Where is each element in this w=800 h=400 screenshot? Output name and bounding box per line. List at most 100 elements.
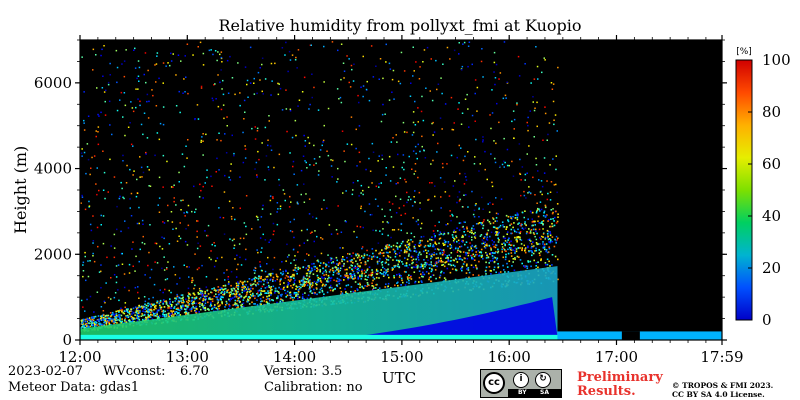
noise-point bbox=[499, 165, 501, 167]
noise-point bbox=[509, 248, 512, 251]
noise-point bbox=[406, 232, 408, 234]
speckle-point bbox=[344, 268, 346, 271]
noise-point bbox=[534, 194, 536, 196]
speckle-point bbox=[373, 255, 375, 258]
speckle-point bbox=[535, 249, 538, 252]
speckle-point bbox=[180, 294, 183, 296]
speckle-point bbox=[126, 310, 129, 312]
noise-point bbox=[512, 175, 515, 177]
noise-point bbox=[227, 276, 230, 278]
noise-point bbox=[148, 185, 150, 187]
noise-point bbox=[458, 102, 460, 104]
speckle-point bbox=[464, 243, 466, 246]
noise-point bbox=[272, 268, 274, 271]
speckle-point bbox=[201, 303, 203, 305]
speckle-point bbox=[235, 282, 238, 285]
speckle-point bbox=[504, 258, 507, 261]
noise-point bbox=[406, 201, 408, 204]
speckle-point bbox=[374, 287, 377, 289]
speckle-point bbox=[193, 300, 195, 303]
noise-point bbox=[461, 112, 464, 114]
noise-point bbox=[305, 282, 308, 284]
speckle-point bbox=[343, 279, 345, 281]
noise-point bbox=[317, 174, 320, 176]
speckle-point bbox=[180, 305, 182, 307]
noise-point bbox=[467, 151, 469, 153]
speckle-point bbox=[440, 257, 442, 260]
noise-point bbox=[146, 166, 149, 168]
speckle-point bbox=[285, 296, 287, 298]
noise-point bbox=[531, 243, 533, 245]
speckle-point bbox=[414, 280, 417, 283]
speckle-point bbox=[145, 318, 148, 320]
speckle-point bbox=[263, 280, 265, 282]
speckle-point bbox=[204, 309, 207, 312]
noise-point bbox=[330, 233, 333, 235]
speckle-point bbox=[202, 306, 204, 308]
noise-point bbox=[459, 198, 461, 201]
speckle-point bbox=[130, 308, 133, 311]
speckle-point bbox=[510, 252, 513, 254]
speckle-point bbox=[91, 320, 94, 323]
speckle-point bbox=[309, 288, 311, 290]
speckle-point bbox=[361, 285, 363, 288]
speckle-point bbox=[535, 247, 537, 250]
speckle-point bbox=[497, 237, 499, 240]
speckle-point bbox=[524, 210, 526, 212]
speckle-point bbox=[335, 280, 338, 282]
speckle-point bbox=[472, 258, 474, 260]
noise-point bbox=[370, 45, 373, 47]
x-tick-label: 17:59 bbox=[700, 348, 743, 366]
speckle-point bbox=[502, 264, 504, 267]
noise-point bbox=[212, 53, 214, 56]
noise-point bbox=[124, 306, 126, 308]
noise-point bbox=[124, 104, 127, 107]
speckle-point bbox=[235, 292, 238, 295]
noise-point bbox=[82, 306, 84, 308]
speckle-point bbox=[318, 280, 320, 282]
speckle-point bbox=[294, 292, 297, 294]
speckle-point bbox=[249, 291, 251, 293]
noise-point bbox=[456, 251, 459, 253]
noise-point bbox=[408, 253, 410, 255]
noise-point bbox=[201, 136, 203, 138]
speckle-point bbox=[162, 311, 165, 314]
speckle-point bbox=[477, 274, 480, 277]
speckle-point bbox=[519, 238, 521, 241]
noise-point bbox=[455, 258, 458, 260]
noise-point bbox=[450, 260, 452, 262]
noise-point bbox=[135, 195, 138, 198]
noise-point bbox=[542, 228, 544, 230]
speckle-point bbox=[165, 313, 168, 316]
noise-point bbox=[326, 207, 328, 209]
speckle-point bbox=[217, 294, 220, 296]
speckle-point bbox=[557, 278, 559, 281]
noise-point bbox=[308, 276, 311, 278]
noise-point bbox=[255, 215, 258, 218]
speckle-point bbox=[484, 247, 487, 249]
noise-point bbox=[90, 167, 92, 169]
speckle-point bbox=[171, 304, 173, 306]
noise-point bbox=[440, 207, 442, 209]
noise-point bbox=[216, 139, 218, 141]
noise-point bbox=[452, 185, 455, 187]
noise-point bbox=[126, 164, 128, 167]
speckle-point bbox=[337, 271, 340, 273]
speckle-point bbox=[551, 212, 554, 215]
noise-point bbox=[520, 179, 522, 181]
noise-point bbox=[352, 189, 354, 191]
speckle-point bbox=[443, 233, 446, 235]
speckle-point bbox=[542, 243, 544, 245]
noise-point bbox=[413, 236, 416, 238]
noise-point bbox=[249, 283, 252, 285]
speckle-point bbox=[153, 313, 155, 315]
noise-point bbox=[215, 260, 217, 262]
noise-point bbox=[361, 246, 364, 248]
noise-point bbox=[481, 239, 484, 241]
speckle-point bbox=[262, 296, 265, 299]
speckle-point bbox=[494, 257, 497, 259]
speckle-point bbox=[223, 288, 226, 290]
speckle-point bbox=[382, 266, 384, 269]
noise-point bbox=[388, 99, 391, 101]
noise-point bbox=[495, 212, 498, 215]
